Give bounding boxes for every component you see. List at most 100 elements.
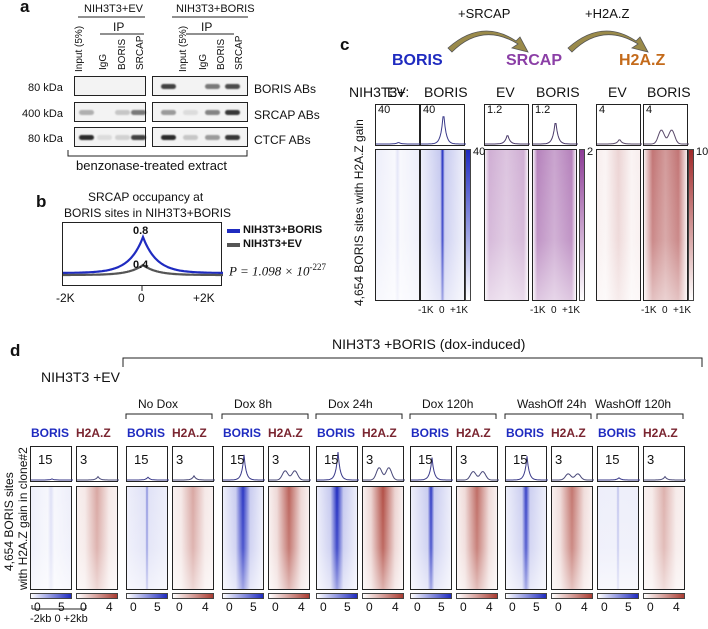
c-col-label-4: EV: [608, 84, 627, 100]
d-scale-boris-max-4: 5: [438, 600, 445, 614]
d-scale-boris-min-2: 0: [226, 600, 233, 614]
band: [225, 84, 240, 89]
d-profile-boris-max-0: 15: [38, 452, 53, 467]
d-profile-h2az-max-4: 3: [460, 452, 468, 467]
blot-br-row-2: [152, 127, 248, 147]
b-x-left: -2K: [56, 291, 75, 305]
d-scale-boris-4: [410, 593, 452, 599]
c-axis-right-2: +1K: [673, 305, 692, 316]
benzonase-bracket: [67, 150, 248, 157]
blot-br-row-0: [152, 76, 248, 96]
srcap-occupancy-plot: [62, 222, 223, 286]
c-heatmap-1: [420, 149, 465, 301]
panel-b-ticks: [141, 286, 143, 291]
d-profile-boris-2-line: [223, 454, 265, 481]
curve-boris: [63, 234, 223, 274]
d-profile-h2az-max-6: 3: [647, 452, 655, 467]
d-scale-h2az-max-5: 4: [581, 600, 588, 614]
group-ev-label: NIH3T3+EV: [84, 3, 143, 15]
d-heatmap-h2az-5: [551, 486, 593, 590]
d-scale-h2az-min-5: 0: [555, 600, 562, 614]
ip-label-boris: IP: [201, 20, 213, 34]
c-heatmap-4: [596, 149, 641, 301]
c-scale-max-2: 10: [696, 146, 708, 158]
d-track-h2az-6: H2A.Z: [643, 426, 678, 440]
c-profile-max-2: 1.2: [487, 104, 503, 116]
d-cond-0: No Dox: [138, 397, 179, 411]
d-scale-boris-min-1: 0: [130, 600, 137, 614]
d-profile-boris-0: [30, 446, 73, 482]
c-scale-2: [688, 149, 694, 301]
arrow-h2az: [567, 30, 649, 53]
c-scale-1: [579, 149, 585, 301]
d-scale-boris-min-5: 0: [509, 600, 516, 614]
c-profile-max-3: 1.2: [535, 104, 551, 116]
d-scale-h2az-min-0: 0: [80, 600, 87, 614]
c-head-srcap: SRCAP: [506, 52, 563, 69]
d-profile-boris-max-2: 15: [230, 452, 245, 467]
d-track-h2az-4: H2A.Z: [456, 426, 491, 440]
blot-ev-row-0: [74, 76, 146, 96]
c-head-boris: BORIS: [392, 52, 443, 69]
c-profile-1: [420, 104, 466, 146]
d-profile-boris-max-4: 15: [418, 452, 433, 467]
d-track-h2az-5: H2A.Z: [551, 426, 586, 440]
c-profile-0: [375, 104, 421, 146]
d-scale-h2az-max-6: 4: [673, 600, 680, 614]
d-heatmap-boris-0: [30, 486, 72, 590]
d-scale-h2az-3: [362, 593, 404, 599]
d-scale-h2az-min-3: 0: [366, 600, 373, 614]
c-col-label-5: BORIS: [647, 84, 691, 100]
size-80-1: 80 kDa: [28, 82, 63, 94]
band: [183, 135, 198, 140]
d-profile-boris-3: [316, 446, 359, 482]
d-heatmap-h2az-1: [172, 486, 214, 590]
d-profile-h2az-6-curve: [644, 475, 686, 481]
d-profile-boris-max-5: 15: [513, 452, 528, 467]
d-profile-boris-3-curve: [317, 451, 359, 481]
d-cond-4: WashOff 24h: [517, 397, 587, 411]
d-profile-boris-4: [410, 446, 453, 482]
c-profile-5-curve: [644, 129, 689, 145]
d-profile-boris-6-line: [598, 477, 640, 481]
d-scale-boris-max-6: 5: [625, 600, 632, 614]
d-cond-1: Dox 8h: [234, 397, 273, 411]
transition-arrows: [447, 30, 649, 53]
panel-b-title-2: BORIS sites in NIH3T3+BORIS: [64, 206, 232, 220]
d-profile-h2az-5-curve: [552, 473, 594, 481]
c-profile-max-5: 4: [646, 104, 653, 116]
d-scale-boris-min-3: 0: [320, 600, 327, 614]
c-profile-3: [532, 104, 578, 146]
c-profile-2-line: [485, 135, 530, 145]
d-profile-boris-2: [222, 446, 265, 482]
d-scale-boris-min-0: 0: [34, 600, 41, 614]
c-row-prefix: NIH3T3+:: [349, 84, 410, 100]
row-ctcf-abs: CTCF ABs: [254, 133, 311, 147]
d-cond-bracket-3: [409, 413, 497, 419]
d-heatmap-boris-5: [505, 486, 547, 590]
band: [205, 84, 220, 89]
d-profile-h2az-max-5: 3: [555, 452, 563, 467]
d-scale-boris-3: [316, 593, 358, 599]
blot-ev-row-2: [74, 127, 146, 147]
c-profile-1-curve: [421, 116, 466, 145]
d-heatmap-boris-2: [222, 486, 264, 590]
d-heatmap-h2az-2: [268, 486, 310, 590]
d-profile-h2az-4-curve: [457, 470, 499, 481]
panel-a-brackets: [78, 16, 248, 35]
d-scale-h2az-0: [76, 593, 118, 599]
c-axis-mid-0: 0: [439, 305, 445, 316]
c-col-label-3: BORIS: [536, 84, 580, 100]
c-profile-4-curve: [597, 139, 642, 145]
d-profile-h2az-1-curve: [173, 474, 215, 481]
band: [161, 110, 176, 115]
d-cond-bracket-2: [315, 413, 403, 419]
d-profile-h2az-2-line: [269, 470, 311, 481]
d-track-boris-5: BORIS: [506, 426, 545, 440]
d-scale-h2az-min-2: 0: [272, 600, 279, 614]
d-scale-h2az-5: [551, 593, 593, 599]
c-profile-max-0: 40: [378, 104, 391, 116]
d-track-boris-1: BORIS: [127, 426, 166, 440]
c-profile-max-1: 40: [423, 104, 436, 116]
d-profile-boris-5: [505, 446, 548, 482]
